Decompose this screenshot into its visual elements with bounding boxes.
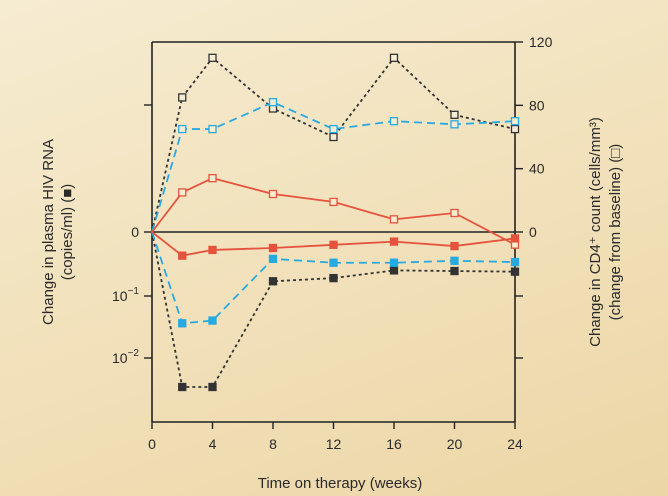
cd4-series-1-point — [178, 124, 187, 134]
rna-series-2-point — [178, 251, 187, 260]
cd4-series-2-line — [151, 177, 516, 246]
rna-series-2-point — [268, 243, 278, 253]
cd4-series-2-point — [268, 189, 278, 199]
cd4-series-1-line — [151, 101, 516, 233]
rna-series-1-point — [450, 256, 459, 265]
right-axis-title-line1: Change in CD4⁺ count (cells/mm³) — [587, 117, 604, 347]
rna-series-1-point — [178, 319, 187, 328]
rna-series-0-point — [329, 273, 338, 283]
cd4-series-2-point — [389, 215, 399, 224]
rna-marker-icon: ■ — [59, 189, 76, 198]
rna-series-2-point — [510, 234, 520, 243]
rna-series-2-point — [389, 237, 399, 246]
left-axis-title-line2: (copies/ml) (■) — [59, 184, 76, 281]
right-tick-label: 120 — [529, 34, 553, 50]
left-axis-title-line1: Change in plasma HIV RNA — [40, 139, 57, 325]
rna-series-2-point — [329, 240, 338, 249]
cd4-series-1-point — [450, 120, 459, 129]
rna-series-2-line — [151, 231, 516, 257]
cd4-series-2-point — [208, 174, 217, 183]
x-tick-label: 0 — [148, 436, 156, 452]
right-axis-title-line2: (change from baseline) (□) — [607, 144, 624, 321]
cd4-series-0-point — [208, 53, 217, 62]
rna-series-1-line — [151, 231, 516, 325]
x-axis-title: Time on therapy (weeks) — [258, 475, 423, 492]
rna-series-0-point — [208, 382, 217, 392]
cd4-series-0-line — [151, 56, 516, 233]
labels-layer: Time on therapy (weeks) Change in plasma… — [40, 34, 624, 492]
rna-series-0-point — [510, 267, 520, 276]
left-tick-label: 0 — [131, 224, 139, 240]
cd4-series-1-point — [208, 124, 217, 134]
cd4-series-2-point — [450, 208, 459, 218]
cd4-marker-icon: □ — [607, 149, 624, 158]
rna-series-0-line — [151, 231, 515, 388]
rna-series-1-point — [268, 254, 278, 264]
cd4-series-1-point — [268, 98, 278, 107]
x-tick-label: 20 — [447, 436, 463, 452]
cd4-series-0-point — [329, 132, 338, 142]
x-tick-label: 8 — [269, 436, 277, 452]
rna-series-1-point — [329, 258, 338, 267]
rna-series-0-point — [450, 266, 459, 276]
cd4-series-0-point — [510, 124, 520, 134]
cd4-series-1-point — [329, 124, 338, 134]
cd4-series-0-point — [389, 53, 399, 62]
x-tick-label: 12 — [326, 436, 342, 452]
cd4-series-2-point — [329, 197, 338, 207]
rna-series-2-point — [450, 241, 459, 251]
series-layer — [151, 53, 520, 392]
rna-series-1-point — [208, 316, 217, 325]
rna-series-0-point — [178, 382, 187, 392]
cd4-series-0-point — [178, 93, 187, 102]
rna-series-0-point — [389, 266, 399, 275]
cd4-series-1-point — [510, 117, 520, 126]
x-tick-label: 16 — [386, 436, 402, 452]
left-tick-label: 10−2 — [112, 348, 139, 366]
x-tick-label: 4 — [209, 436, 217, 452]
rna-series-2-point — [208, 245, 217, 255]
rna-series-1-point — [510, 257, 520, 267]
cd4-series-1-point — [389, 117, 399, 126]
right-tick-label: 80 — [529, 97, 545, 113]
rna-series-1-point — [389, 258, 399, 267]
cd4-series-2-point — [178, 188, 187, 197]
right-tick-label: 40 — [529, 161, 545, 177]
right-tick-label: 0 — [529, 224, 537, 240]
axes-layer — [144, 41, 523, 429]
x-tick-label: 24 — [507, 436, 523, 452]
rna-series-0-point — [268, 277, 278, 286]
cd4-series-0-point — [450, 110, 459, 119]
left-tick-label: 10−1 — [112, 286, 139, 304]
